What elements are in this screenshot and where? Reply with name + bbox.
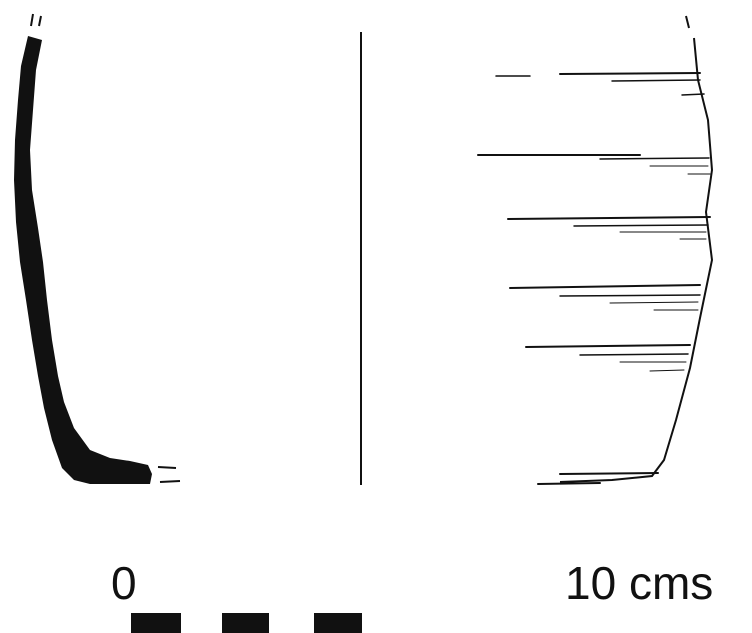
vessel-wall-section [14, 36, 152, 484]
scale-bar-segment-1 [131, 613, 181, 633]
scale-bar-segment-2 [222, 613, 269, 633]
scale-bar-segment-3 [314, 613, 362, 633]
scale-bar [131, 613, 362, 633]
vessel-exterior-elevation [477, 15, 714, 485]
rim-break-mark [30, 13, 42, 27]
vessel-exterior-outline [559, 37, 714, 483]
scale-start-label: 0 [111, 557, 137, 609]
vessel-section-profile [14, 13, 181, 484]
base-break-mark [157, 466, 181, 483]
rim-break-mark-right [685, 15, 690, 29]
scale-end-label: 10 cms [565, 557, 714, 609]
surface-striations [477, 72, 711, 485]
